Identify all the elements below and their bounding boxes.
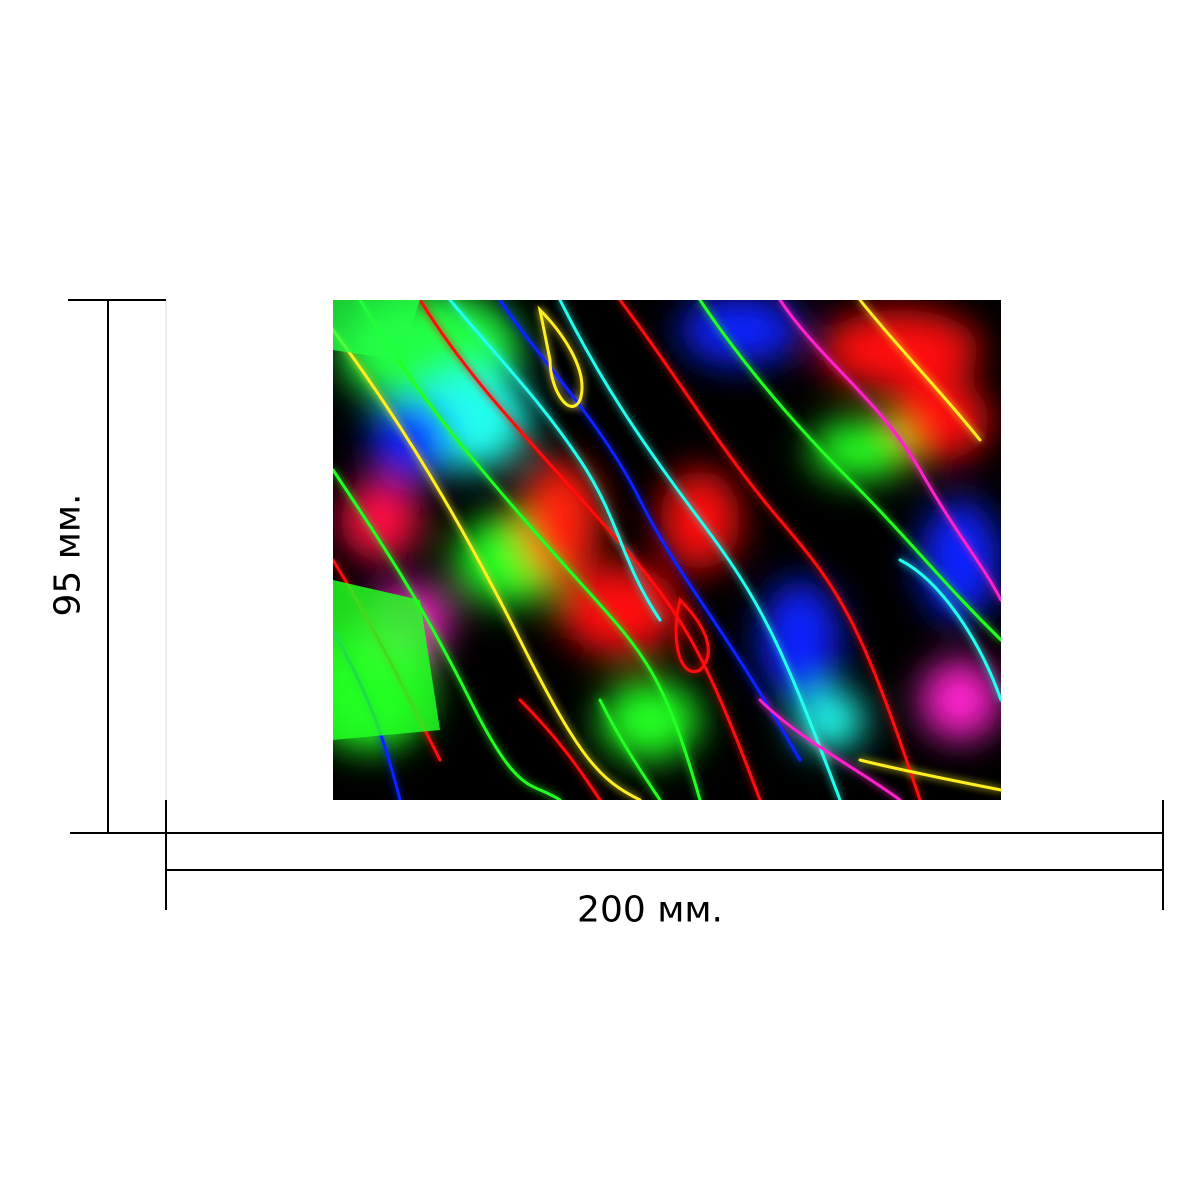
width-dimension-label: 200 мм.: [577, 889, 723, 931]
neon-abstract-image: [333, 300, 1001, 800]
width-dimension: [165, 800, 1164, 910]
height-dimension: [68, 299, 166, 834]
height-dimension-label: 95 мм.: [47, 493, 89, 617]
